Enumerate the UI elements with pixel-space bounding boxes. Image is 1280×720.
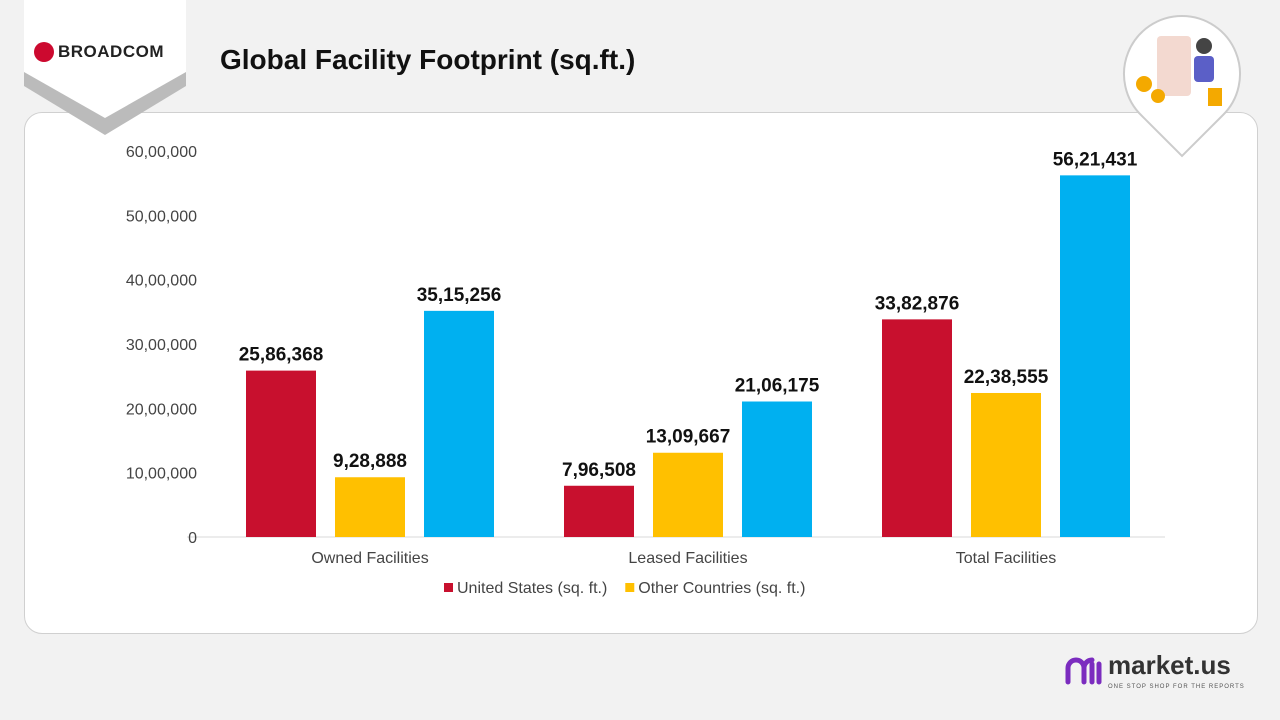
legend-swatch xyxy=(444,583,453,592)
chart-card xyxy=(24,112,1258,634)
data-label: 35,15,256 xyxy=(417,285,502,306)
bar xyxy=(1060,175,1130,537)
data-label: 13,09,667 xyxy=(646,427,731,448)
legend-label: United States (sq. ft.) xyxy=(457,580,607,597)
broadcom-logo: BROADCOM xyxy=(34,42,164,62)
data-label: 56,21,431 xyxy=(1053,149,1138,170)
page-title: Global Facility Footprint (sq.ft.) xyxy=(220,44,636,75)
logo-badge xyxy=(24,0,186,135)
y-tick-label: 50,00,000 xyxy=(126,208,197,225)
x-tick-label: Owned Facilities xyxy=(311,550,428,567)
bar xyxy=(564,485,634,537)
legend-swatch xyxy=(625,583,635,592)
data-label: 21,06,175 xyxy=(735,376,820,397)
data-label: 22,38,555 xyxy=(964,367,1049,388)
data-label: 9,28,888 xyxy=(333,451,407,472)
broadcom-logo-icon xyxy=(34,42,54,62)
data-label: 33,82,876 xyxy=(875,293,960,314)
marketus-logo-icon xyxy=(1065,657,1102,684)
marketus-tagline: ONE STOP SHOP FOR THE REPORTS xyxy=(1108,684,1245,690)
bar xyxy=(424,310,494,537)
y-tick-label: 40,00,000 xyxy=(126,273,197,290)
bar xyxy=(971,392,1041,537)
bar xyxy=(653,452,723,537)
bar xyxy=(742,401,812,537)
illustration-pin-icon xyxy=(1123,14,1241,158)
y-tick-label: 20,00,000 xyxy=(126,401,197,418)
marketus-logo: market.us ONE STOP SHOP FOR THE REPORTS xyxy=(1064,650,1245,691)
logo-text: BROADCOM xyxy=(58,42,164,61)
bar xyxy=(335,477,405,537)
data-label: 25,86,368 xyxy=(239,345,324,366)
y-tick-label: 10,00,000 xyxy=(126,466,197,483)
y-tick-label: 60,00,000 xyxy=(126,144,197,161)
data-label: 7,96,508 xyxy=(562,460,636,481)
x-tick-label: Leased Facilities xyxy=(628,550,747,567)
bar xyxy=(246,370,316,537)
bar xyxy=(882,319,952,537)
x-tick-label: Total Facilities xyxy=(956,550,1056,567)
legend-label: Other Countries (sq. ft.) xyxy=(638,580,805,597)
y-tick-label: 0 xyxy=(188,530,197,547)
marketus-name: market.us xyxy=(1108,650,1231,680)
y-tick-label: 30,00,000 xyxy=(126,337,197,354)
